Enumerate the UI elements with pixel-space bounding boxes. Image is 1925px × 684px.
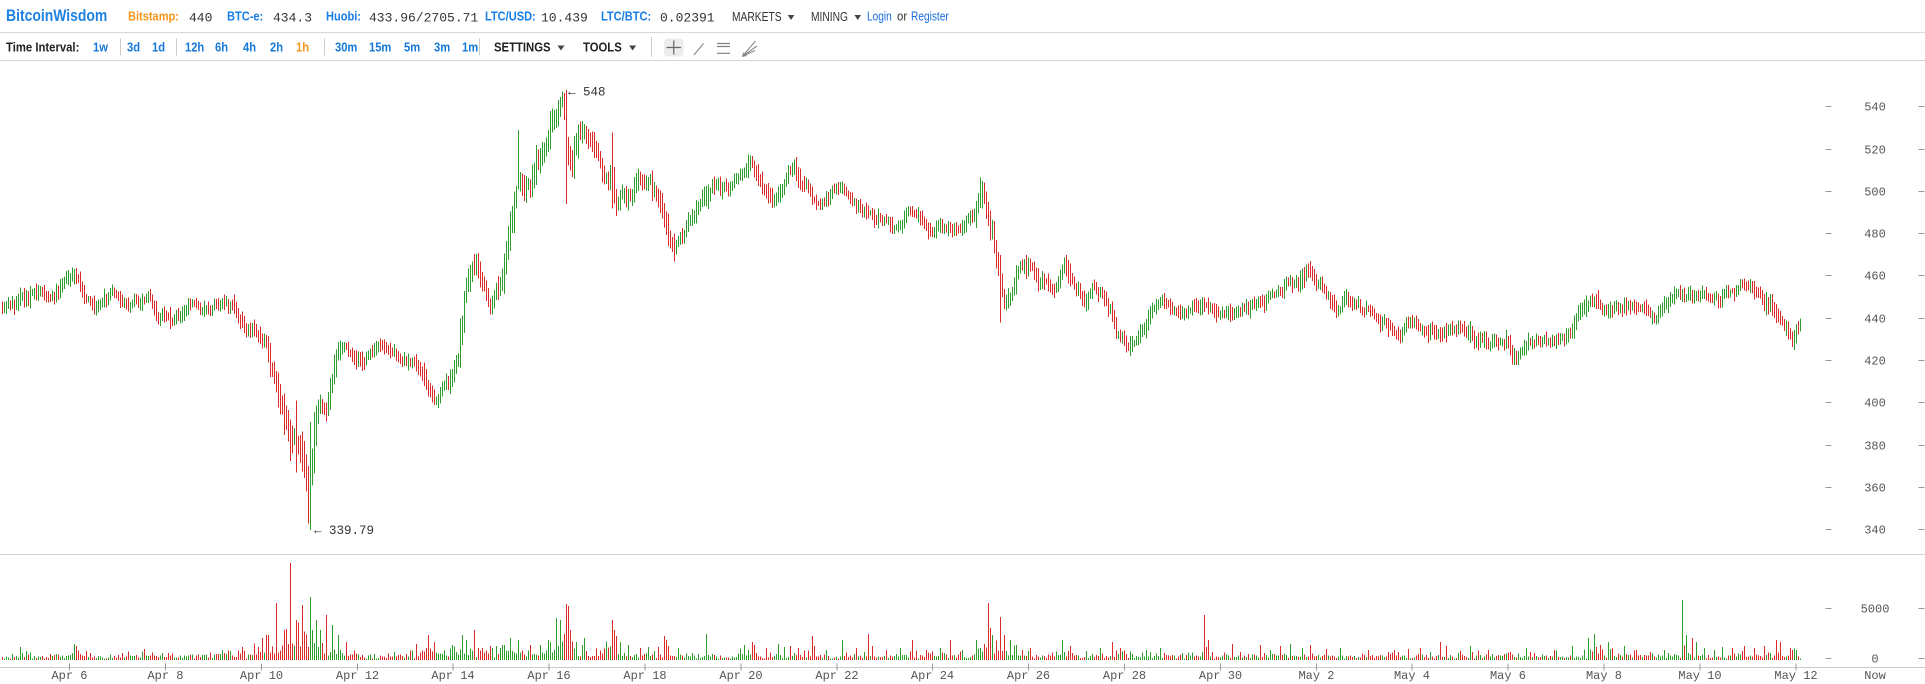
svg-text:420: 420 (1864, 355, 1886, 369)
svg-text:Apr 28: Apr 28 (1103, 669, 1146, 683)
svg-text:Apr 22: Apr 22 (815, 669, 858, 683)
svg-text:Apr 26: Apr 26 (1007, 669, 1050, 683)
svg-text:Apr 30: Apr 30 (1199, 669, 1242, 683)
svg-text:500: 500 (1864, 186, 1886, 200)
svg-text:May 10: May 10 (1678, 669, 1721, 683)
svg-text:May 4: May 4 (1394, 669, 1430, 683)
svg-text:May 2: May 2 (1298, 669, 1334, 683)
svg-text:← 548: ← 548 (568, 86, 606, 100)
svg-text:400: 400 (1864, 397, 1886, 411)
svg-text:460: 460 (1864, 270, 1886, 284)
svg-text:Now: Now (1864, 669, 1886, 683)
svg-text:Apr 24: Apr 24 (911, 669, 954, 683)
svg-text:360: 360 (1864, 482, 1886, 496)
svg-text:May 6: May 6 (1490, 669, 1526, 683)
svg-text:Apr 6: Apr 6 (51, 669, 87, 683)
svg-text:480: 480 (1864, 228, 1886, 242)
svg-text:5000: 5000 (1861, 603, 1890, 617)
svg-text:Apr 16: Apr 16 (527, 669, 570, 683)
svg-text:Apr 12: Apr 12 (336, 669, 379, 683)
svg-text:380: 380 (1864, 440, 1886, 454)
svg-text:520: 520 (1864, 144, 1886, 158)
svg-text:May 8: May 8 (1586, 669, 1622, 683)
svg-text:Apr 18: Apr 18 (623, 669, 666, 683)
svg-text:Apr 8: Apr 8 (147, 669, 183, 683)
svg-text:May 12: May 12 (1774, 669, 1817, 683)
svg-text:← 339.79: ← 339.79 (314, 524, 374, 538)
svg-text:0: 0 (1871, 653, 1878, 667)
svg-text:Apr 10: Apr 10 (240, 669, 283, 683)
svg-text:540: 540 (1864, 101, 1886, 115)
svg-text:Apr 14: Apr 14 (431, 669, 474, 683)
svg-text:340: 340 (1864, 524, 1886, 538)
svg-text:440: 440 (1864, 313, 1886, 327)
svg-text:Apr 20: Apr 20 (719, 669, 762, 683)
